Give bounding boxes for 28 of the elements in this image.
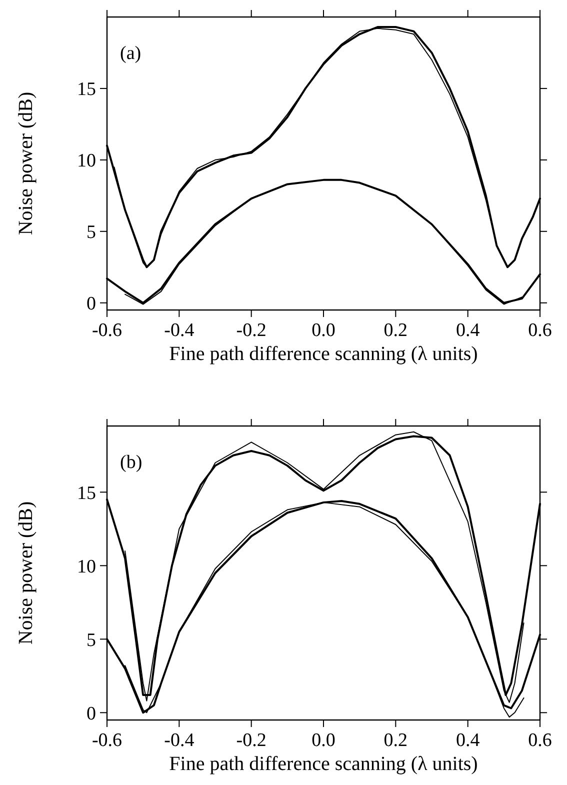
y-tick-label: 5: [86, 630, 96, 651]
x-tick-label: 0.2: [384, 730, 408, 751]
x-tick-label: -0.6: [92, 320, 122, 341]
y-axis-title: Noise power (dB): [15, 92, 37, 236]
annotation: (a): [120, 43, 142, 64]
x-tick-label: -0.4: [164, 320, 195, 341]
x-tick-label: 0.6: [528, 730, 552, 751]
x-tick-label: 0.4: [456, 730, 480, 751]
x-tick-label: 0.4: [456, 320, 480, 341]
y-tick-label: 10: [77, 556, 96, 578]
y-tick-label: 15: [77, 79, 96, 100]
y-tick-label: 0: [86, 294, 96, 315]
x-tick-label: 0.2: [384, 320, 408, 341]
x-axis-title: Fine path difference scanning (λ units): [169, 343, 478, 365]
y-tick-label: 10: [77, 150, 96, 172]
x-tick-label: -0.6: [92, 730, 122, 751]
x-tick-label: -0.2: [236, 730, 266, 751]
x-tick-label: 0.0: [312, 320, 336, 341]
y-tick-label: 15: [77, 482, 96, 504]
annotation: (b): [120, 452, 142, 473]
x-tick-label: 0.0: [312, 730, 336, 751]
y-tick-label: 5: [86, 222, 96, 244]
x-axis-title: Fine path difference scanning (λ units): [169, 753, 478, 775]
y-tick-label: 0: [86, 703, 96, 724]
x-tick-label: -0.4: [164, 730, 195, 751]
x-tick-label: 0.6: [528, 320, 552, 341]
y-axis-title: Noise power (dB): [15, 501, 37, 645]
x-tick-label: -0.2: [236, 320, 266, 341]
